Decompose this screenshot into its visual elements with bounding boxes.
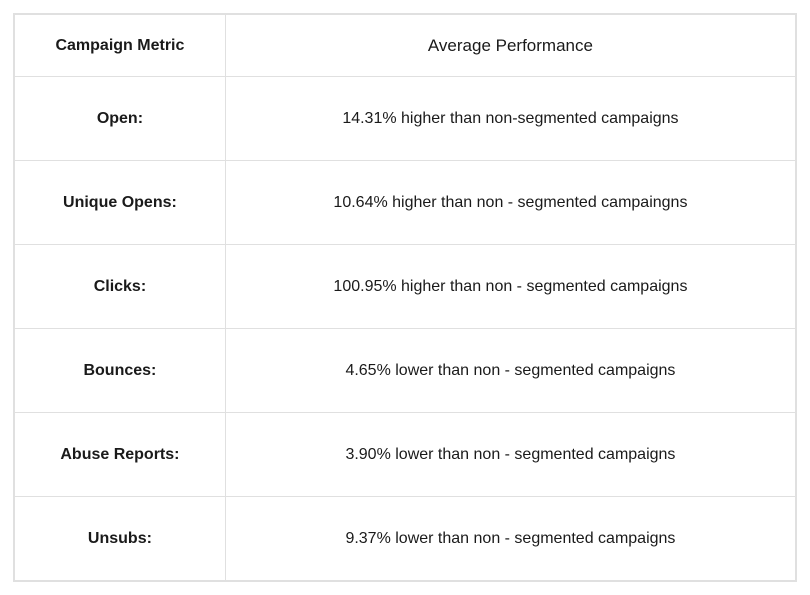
metric-label: Unique Opens:: [15, 161, 226, 245]
metric-label: Clicks:: [15, 245, 226, 329]
metric-performance: 3.90% lower than non - segmented campaig…: [225, 413, 795, 497]
table-row: Unique Opens: 10.64% higher than non - s…: [15, 161, 796, 245]
campaign-metrics-table-container: Campaign Metric Average Performance Open…: [13, 13, 797, 582]
metric-label: Open:: [15, 77, 226, 161]
table-row: Unsubs: 9.37% lower than non - segmented…: [15, 497, 796, 581]
metric-performance: 9.37% lower than non - segmented campaig…: [225, 497, 795, 581]
metric-performance: 10.64% higher than non - segmented campa…: [225, 161, 795, 245]
table-row: Clicks: 100.95% higher than non - segmen…: [15, 245, 796, 329]
metric-label: Bounces:: [15, 329, 226, 413]
table-row: Bounces: 4.65% lower than non - segmente…: [15, 329, 796, 413]
metric-performance: 4.65% lower than non - segmented campaig…: [225, 329, 795, 413]
header-average-performance: Average Performance: [225, 15, 795, 77]
metric-label: Abuse Reports:: [15, 413, 226, 497]
header-campaign-metric: Campaign Metric: [15, 15, 226, 77]
metric-performance: 14.31% higher than non-segmented campaig…: [225, 77, 795, 161]
metric-performance: 100.95% higher than non - segmented camp…: [225, 245, 795, 329]
table-row: Open: 14.31% higher than non-segmented c…: [15, 77, 796, 161]
metric-label: Unsubs:: [15, 497, 226, 581]
campaign-metrics-table: Campaign Metric Average Performance Open…: [14, 14, 796, 581]
table-row: Abuse Reports: 3.90% lower than non - se…: [15, 413, 796, 497]
table-header-row: Campaign Metric Average Performance: [15, 15, 796, 77]
